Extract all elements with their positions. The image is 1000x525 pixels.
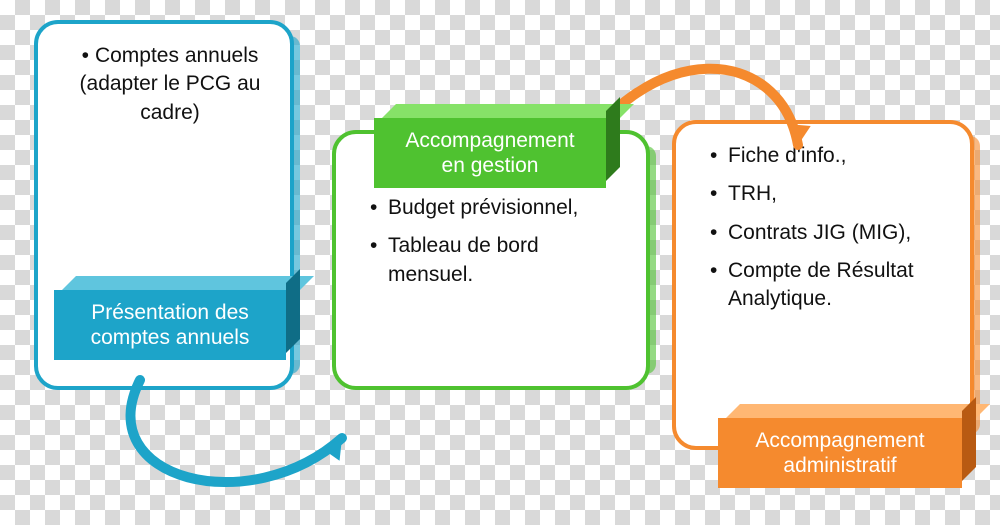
bullet-item: Compte de Résultat Analytique. [710,257,948,314]
label-side-face [286,269,300,353]
card-presentation-bullets: Comptes annuels (adapter le PCG au cadre… [38,24,290,155]
connector-arrow1 [80,360,380,520]
bullet-item: Tableau de bord mensuel. [370,232,624,289]
label-top-face [382,104,634,118]
connector-path [131,380,342,482]
label-text-line: comptes annuels [68,325,272,350]
label-side-face [606,97,620,181]
label-text-line: Accompagnement [732,428,948,453]
card-gestion-label: Accompagnementen gestion [374,118,606,188]
arrowhead-icon [787,124,811,146]
card-presentation-label: Présentation descomptes annuels [54,290,286,360]
card-administratif-label: Accompagnementadministratif [718,418,962,488]
label-text-line: en gestion [388,153,592,178]
label-text-line: administratif [732,453,948,478]
label-text-line: Présentation des [68,300,272,325]
bullet-item: Contrats JIG (MIG), [710,219,948,247]
label-text-line: Accompagnement [388,128,592,153]
label-top-face [726,404,990,418]
label-side-face [962,397,976,481]
label-top-face [62,276,314,290]
bullet-item: Comptes annuels (adapter le PCG au cadre… [72,42,268,127]
diagram-stage: Comptes annuels (adapter le PCG au cadre… [0,0,1000,525]
